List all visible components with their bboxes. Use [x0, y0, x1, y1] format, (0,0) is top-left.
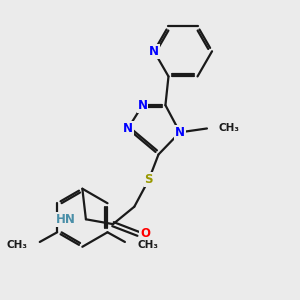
- Text: CH₃: CH₃: [6, 240, 27, 250]
- Text: O: O: [140, 227, 150, 240]
- Text: N: N: [149, 45, 159, 58]
- Text: N: N: [175, 126, 185, 139]
- Text: N: N: [137, 99, 148, 112]
- Text: HN: HN: [56, 213, 76, 226]
- Text: CH₃: CH₃: [137, 240, 158, 250]
- Text: N: N: [123, 122, 133, 135]
- Text: CH₃: CH₃: [219, 124, 240, 134]
- Text: S: S: [145, 173, 153, 186]
